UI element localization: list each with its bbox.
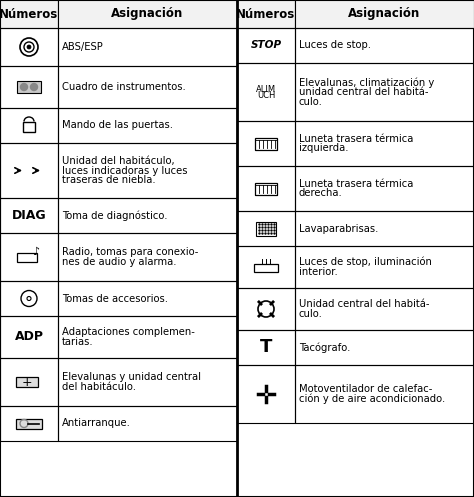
Text: ♪: ♪ (32, 247, 39, 257)
Bar (237, 246, 295, 288)
Bar (295, 365, 474, 423)
Text: Mando de las puertas.: Mando de las puertas. (62, 120, 173, 131)
Bar (295, 211, 474, 246)
Text: Elevalunas y unidad central: Elevalunas y unidad central (62, 372, 201, 382)
Text: Lavaparabrisas.: Lavaparabrisas. (299, 224, 378, 234)
Text: ABS/ESP: ABS/ESP (62, 42, 104, 52)
Bar (58, 28, 237, 66)
Bar (0, 316, 58, 358)
Bar (58, 198, 237, 233)
Text: Radio, tomas para conexio-: Radio, tomas para conexio- (62, 247, 199, 257)
Bar (0, 406, 58, 441)
Bar (256, 222, 276, 236)
Bar (58, 66, 237, 108)
Bar (0, 66, 58, 108)
Text: DIAG: DIAG (12, 209, 46, 222)
Text: Luces de stop, iluminación: Luces de stop, iluminación (299, 257, 432, 267)
Text: +: + (22, 376, 32, 389)
Bar (237, 288, 295, 330)
Bar (237, 166, 295, 211)
Bar (58, 233, 237, 281)
Bar (237, 365, 295, 423)
Text: tarias.: tarias. (62, 337, 94, 347)
Bar (0, 281, 58, 316)
Circle shape (30, 83, 37, 90)
Text: nes de audio y alarma.: nes de audio y alarma. (62, 257, 176, 267)
Bar (295, 63, 474, 121)
Bar (237, 211, 295, 246)
Text: UCH: UCH (257, 91, 275, 100)
Bar (295, 121, 474, 166)
Text: Elevalunas, climatización y: Elevalunas, climatización y (299, 77, 434, 87)
Bar (254, 264, 278, 272)
Bar (17, 253, 37, 262)
Bar (295, 0, 474, 28)
Bar (0, 198, 58, 233)
Bar (255, 182, 277, 194)
Text: Antiarranque.: Antiarranque. (62, 418, 131, 428)
Text: del habitáculo.: del habitáculo. (62, 382, 136, 392)
Bar (0, 358, 58, 406)
Bar (0, 0, 58, 28)
Bar (23, 121, 35, 132)
Text: derecha.: derecha. (299, 188, 343, 198)
Text: Luneta trasera térmica: Luneta trasera térmica (299, 134, 413, 144)
Text: unidad central del habitá-: unidad central del habitá- (299, 87, 428, 97)
Text: T: T (260, 338, 272, 356)
Bar (58, 0, 237, 28)
Circle shape (27, 45, 31, 49)
Bar (295, 330, 474, 365)
Text: Toma de diagnóstico.: Toma de diagnóstico. (62, 210, 167, 221)
Text: Adaptaciones complemen-: Adaptaciones complemen- (62, 327, 195, 337)
Bar (58, 143, 237, 198)
Circle shape (20, 83, 27, 90)
Text: Tomas de accesorios.: Tomas de accesorios. (62, 294, 168, 304)
Text: culo.: culo. (299, 97, 323, 107)
Bar (255, 138, 277, 150)
Bar (295, 166, 474, 211)
Bar (58, 316, 237, 358)
Text: ALIM: ALIM (256, 84, 276, 93)
Text: interior.: interior. (299, 267, 338, 277)
Text: Asignación: Asignación (111, 7, 183, 20)
Bar (237, 121, 295, 166)
Bar (58, 108, 237, 143)
Text: Luneta trasera térmica: Luneta trasera térmica (299, 178, 413, 189)
Text: Asignación: Asignación (348, 7, 420, 20)
Bar (58, 406, 237, 441)
Bar (237, 0, 295, 28)
Text: Unidad central del habitá-: Unidad central del habitá- (299, 299, 429, 309)
Bar (58, 281, 237, 316)
Bar (0, 108, 58, 143)
Bar (295, 288, 474, 330)
Bar (295, 28, 474, 63)
Text: Motoventilador de calefac-: Motoventilador de calefac- (299, 384, 432, 394)
Text: Luces de stop.: Luces de stop. (299, 40, 371, 51)
Bar (17, 81, 41, 93)
Text: ADP: ADP (15, 331, 44, 343)
Text: Números: Números (237, 7, 296, 20)
Bar (16, 418, 42, 428)
Bar (0, 143, 58, 198)
Bar (0, 233, 58, 281)
Text: izquierda.: izquierda. (299, 143, 348, 154)
Bar (0, 28, 58, 66)
Text: luces indicadoras y luces: luces indicadoras y luces (62, 166, 188, 175)
Text: Cuadro de instrumentos.: Cuadro de instrumentos. (62, 82, 186, 92)
Text: culo.: culo. (299, 309, 323, 319)
Text: Tacógrafo.: Tacógrafo. (299, 342, 350, 353)
Bar (237, 63, 295, 121)
Bar (58, 358, 237, 406)
Text: STOP: STOP (250, 40, 282, 51)
Text: ción y de aire acondicionado.: ción y de aire acondicionado. (299, 394, 445, 404)
Text: traseras de niebla.: traseras de niebla. (62, 175, 155, 185)
Bar (237, 330, 295, 365)
Text: Unidad del habitáculo,: Unidad del habitáculo, (62, 156, 174, 166)
Bar (295, 246, 474, 288)
Text: Números: Números (0, 7, 59, 20)
Bar (16, 377, 38, 387)
Bar (237, 28, 295, 63)
